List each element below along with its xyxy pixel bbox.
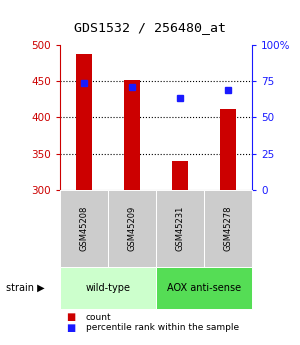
Text: ■: ■ — [66, 313, 75, 322]
Text: strain ▶: strain ▶ — [6, 283, 45, 293]
Text: count: count — [85, 313, 111, 322]
Text: AOX anti-sense: AOX anti-sense — [167, 283, 241, 293]
Text: GDS1532 / 256480_at: GDS1532 / 256480_at — [74, 21, 226, 34]
Text: GSM45208: GSM45208 — [80, 206, 88, 251]
Bar — [220, 109, 236, 190]
Bar — [124, 80, 140, 190]
Text: GSM45231: GSM45231 — [176, 206, 184, 251]
Bar — [76, 54, 92, 190]
Text: GSM45278: GSM45278 — [224, 206, 232, 251]
Text: GSM45209: GSM45209 — [128, 206, 136, 251]
Text: wild-type: wild-type — [85, 283, 130, 293]
Text: percentile rank within the sample: percentile rank within the sample — [85, 323, 238, 332]
Bar — [172, 161, 188, 190]
Text: ■: ■ — [66, 323, 75, 333]
